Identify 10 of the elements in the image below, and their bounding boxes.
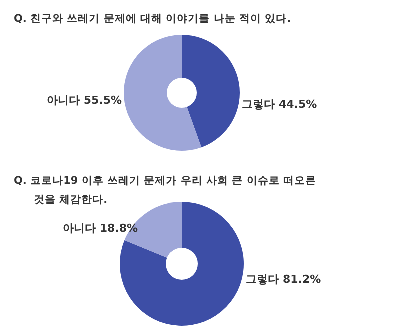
data-label: 55.5% [84,94,122,107]
data-label: 18.8% [100,222,138,235]
data-label: 81.2% [283,273,322,286]
data-label: 44.5% [279,98,318,111]
slice-label: 그렇다 [242,98,275,111]
slice-label: 아니다 [46,94,80,107]
slice-label: 그렇다 [246,273,279,286]
chart-title: Q. 친구와 쓰레기 문제에 대해 이야기를 나눈 적이 있다. [14,13,292,25]
chart-title: Q. 코로나19 이후 쓰레기 문제가 우리 사회 큰 이슈로 떠오른 것을 체감한다. [14,175,316,206]
slice-label: 아니다 [62,222,96,235]
